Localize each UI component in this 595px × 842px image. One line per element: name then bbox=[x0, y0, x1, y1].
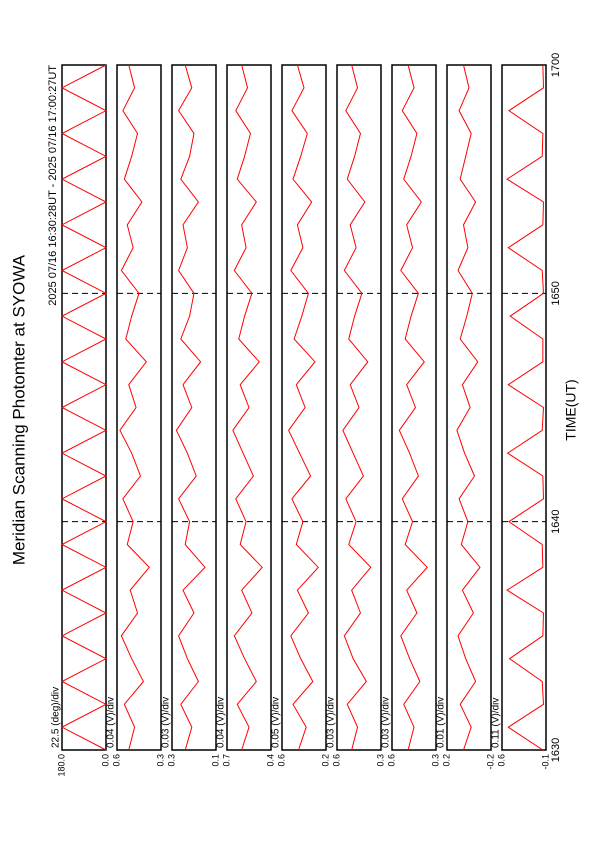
y-tick-label: -0.1 bbox=[540, 754, 550, 770]
y-tick-label: 0.3 bbox=[155, 754, 165, 767]
scale-label: 0.05 (V)/div bbox=[271, 697, 282, 748]
trace bbox=[119, 64, 150, 751]
scale-label: 0.01 (V)/div bbox=[436, 697, 447, 748]
y-tick-label: 0.3 bbox=[166, 754, 176, 767]
y-tick-label: 0.6 bbox=[276, 754, 286, 767]
y-tick-label: 0.3 bbox=[375, 754, 385, 767]
y-tick-label: 0.0 bbox=[100, 754, 110, 767]
y-tick-label: 0.2 bbox=[441, 754, 451, 767]
chart-subtitle: 2025 07/16 16:30:28UT - 2025 07/16 17:00… bbox=[47, 65, 59, 306]
scale-label: 22.5 (deg)/div bbox=[51, 687, 62, 748]
trace bbox=[60, 64, 108, 751]
trace bbox=[456, 64, 481, 751]
panel-frame bbox=[446, 64, 492, 751]
scale-label: 0.03 (V)/div bbox=[326, 697, 337, 748]
y-tick-label: 0.7 bbox=[221, 754, 231, 767]
x-tick-label: 1640 bbox=[550, 509, 562, 533]
chart-title: Meridian Scanning Photomter at SYOWA bbox=[9, 254, 28, 565]
trace bbox=[232, 64, 263, 751]
trace bbox=[175, 64, 206, 751]
panel-frame bbox=[171, 64, 217, 751]
x-tick-label: 1650 bbox=[550, 281, 562, 305]
scale-label: 0.11 (V)/div bbox=[491, 698, 502, 748]
y-tick-label: 0.2 bbox=[320, 754, 330, 767]
trace bbox=[506, 64, 545, 751]
scale-label: 0.03 (V)/div bbox=[381, 697, 392, 748]
panel-frame bbox=[391, 64, 437, 751]
y-tick-label: 0.6 bbox=[386, 754, 396, 767]
y-tick-label: 0.6 bbox=[111, 754, 121, 767]
scale-label: 0.03 (V)/div bbox=[161, 697, 172, 748]
scale-label: 0.04 (V)/div bbox=[106, 697, 117, 748]
x-tick-label: 1630 bbox=[550, 738, 562, 762]
trace bbox=[288, 64, 319, 751]
y-tick-label: -0.2 bbox=[485, 754, 495, 770]
y-tick-label: 0.6 bbox=[496, 754, 506, 767]
y-tick-label: 0.6 bbox=[331, 754, 341, 767]
x-axis-label: TIME(UT) bbox=[563, 379, 579, 440]
panel-frame bbox=[281, 64, 327, 751]
y-tick-label: 180.0 bbox=[56, 754, 66, 777]
y-tick-label: 0.1 bbox=[210, 754, 220, 767]
y-tick-label: 0.4 bbox=[265, 754, 275, 767]
trace bbox=[398, 64, 428, 751]
scale-label: 0.04 (V)/div bbox=[216, 697, 227, 748]
trace bbox=[342, 64, 372, 751]
y-tick-label: 0.3 bbox=[430, 754, 440, 767]
x-tick-label: 1700 bbox=[550, 53, 562, 77]
panel-frame bbox=[116, 64, 162, 751]
